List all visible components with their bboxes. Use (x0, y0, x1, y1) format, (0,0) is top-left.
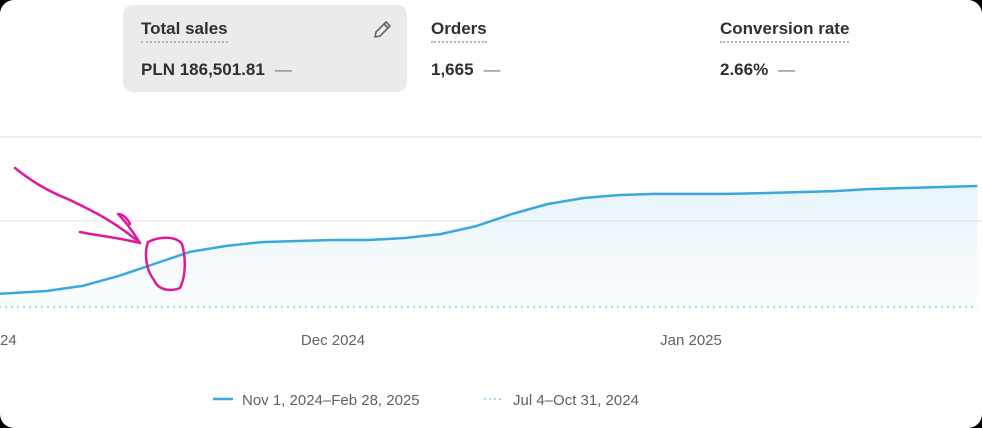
metric-card[interactable]: Total sales PLN 186,501.81 — (123, 5, 407, 92)
metric-change: — (274, 60, 292, 79)
metric-label: Total sales (141, 19, 228, 43)
edit-icon[interactable] (369, 17, 395, 43)
legend-label: Jul 4–Oct 31, 2024 (513, 392, 639, 409)
x-tick-label: 24 (0, 332, 17, 349)
hand-annotation (13, 166, 186, 292)
metric-value-row: 1,665 — (431, 60, 501, 80)
metric-value: 2.66% (720, 60, 769, 79)
metric-value-row: 2.66% — (720, 60, 795, 80)
metric-label: Orders (431, 19, 487, 43)
series-line (0, 184, 978, 295)
legend-label: Nov 1, 2024–Feb 28, 2025 (242, 392, 420, 409)
metric-value: PLN 186,501.81 (141, 60, 265, 79)
metric-card[interactable]: Conversion rate 2.66% — (702, 5, 972, 92)
metric-change: — (483, 60, 501, 79)
metric-change: — (778, 60, 796, 79)
metric-value: 1,665 (431, 60, 474, 79)
metric-card[interactable]: Orders 1,665 — (413, 5, 697, 92)
area-fill (0, 186, 978, 307)
metric-label: Conversion rate (720, 19, 850, 43)
x-tick-label: Jan 2025 (660, 332, 722, 349)
x-tick-label: Dec 2024 (301, 332, 365, 349)
metric-value-row: PLN 186,501.81 — (141, 60, 292, 80)
